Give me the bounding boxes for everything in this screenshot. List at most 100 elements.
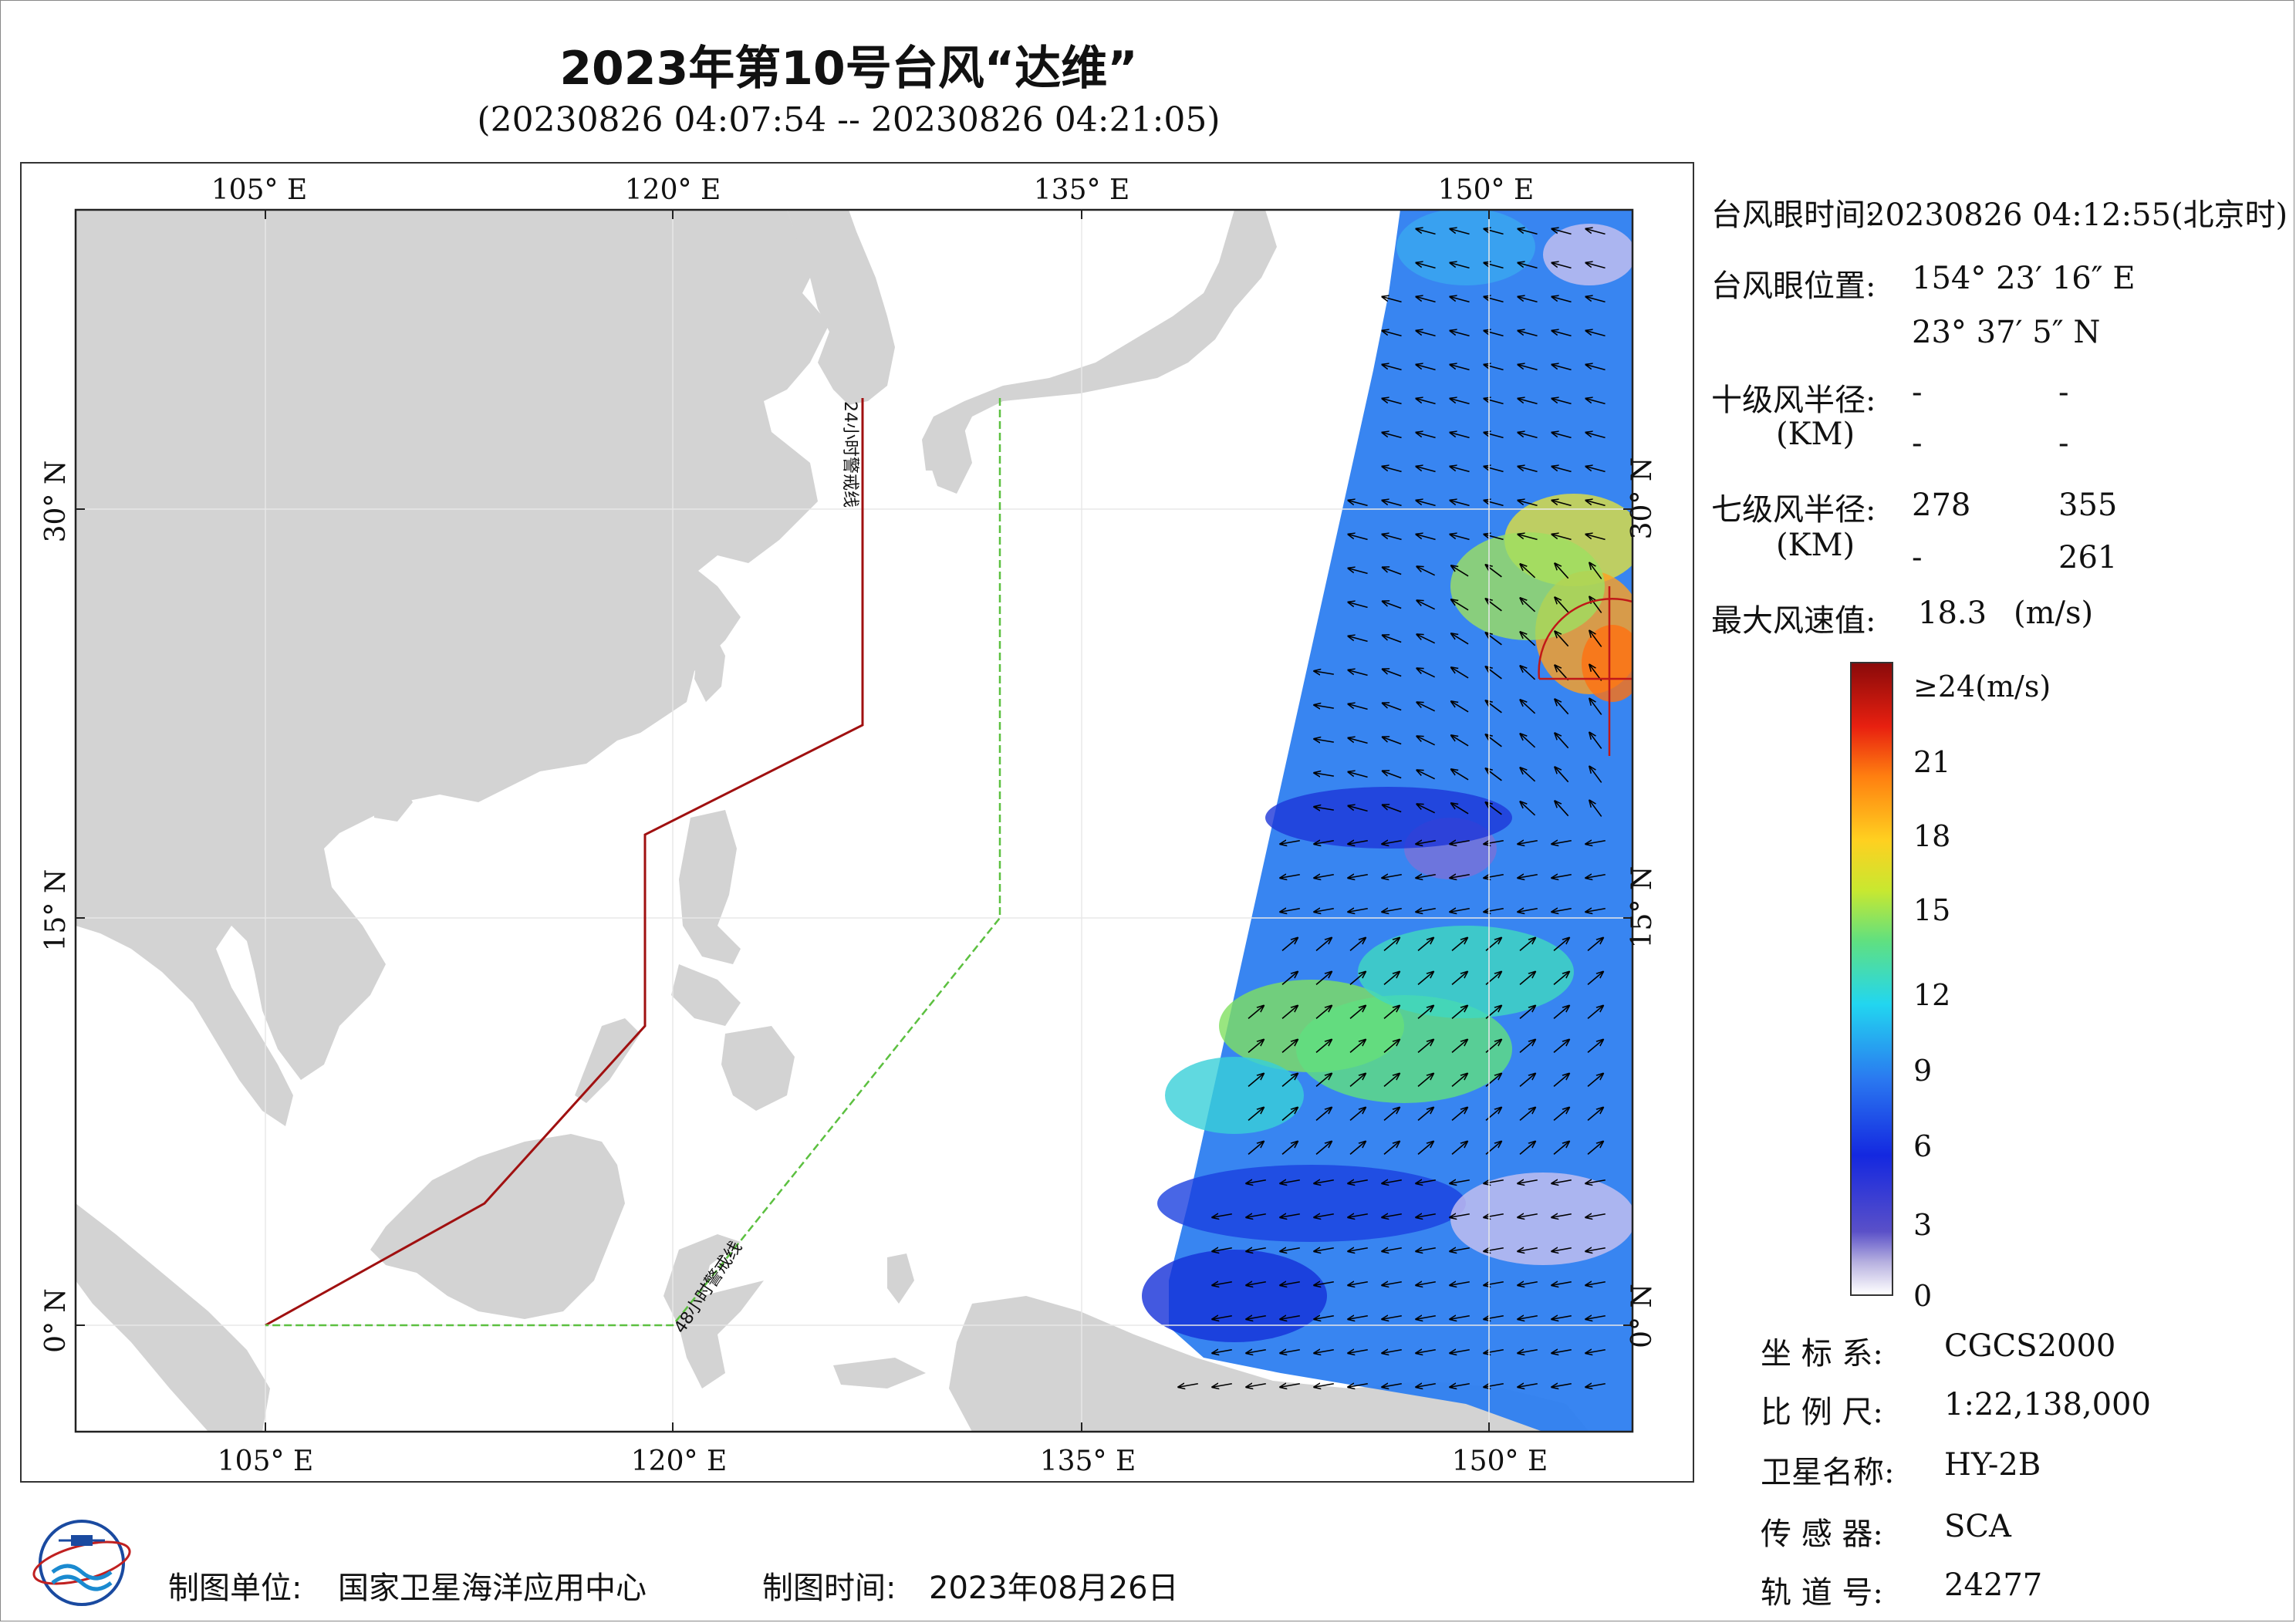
wind-arrow <box>1348 670 1368 677</box>
footer-time-label: 制图时间: <box>762 1571 896 1606</box>
map-border <box>74 208 1634 1433</box>
wind-arrow <box>1212 1350 1232 1354</box>
wind-arrow <box>1382 331 1402 337</box>
wind-arrow <box>1314 807 1334 810</box>
r7-value: 355 <box>2058 488 2118 523</box>
wind-arrow <box>1585 467 1606 473</box>
wind-arrow <box>1450 535 1470 541</box>
typhoon-wind-radius <box>1538 586 1633 756</box>
wind-arrow <box>1212 1316 1232 1320</box>
wind-arrow <box>1484 501 1504 507</box>
wind-arrow <box>1450 229 1470 235</box>
wind-arrow <box>1486 565 1502 578</box>
wind-arrow <box>1417 1006 1433 1019</box>
wind-arrow <box>1518 841 1538 845</box>
wind-arrow <box>1519 1006 1535 1019</box>
wind-arrow <box>1486 700 1502 714</box>
wind-speed-patch <box>1142 1250 1327 1342</box>
wind-arrow <box>1551 263 1572 269</box>
wind-arrow <box>1450 841 1470 845</box>
wind-arrow <box>1450 433 1470 439</box>
wind-arrow <box>1281 1040 1298 1053</box>
wind-arrow <box>1520 632 1536 646</box>
wind-arrow <box>1551 909 1572 913</box>
lon-labels-top: 105° E 120° E 135° E 150° E <box>211 174 1534 206</box>
wind-arrow <box>1451 803 1469 815</box>
wind-arrow <box>1486 802 1502 815</box>
wind-speed-patch <box>1157 1165 1466 1242</box>
wind-arrow <box>1451 735 1469 747</box>
wind-arrow <box>1518 399 1538 405</box>
wind-arrow <box>1383 1142 1400 1155</box>
wind-arrow <box>1553 1074 1569 1087</box>
wind-arrow <box>1518 229 1538 235</box>
wind-arrow <box>1520 666 1536 680</box>
wind-arrow <box>1587 972 1603 985</box>
wind-arrow <box>1553 1040 1569 1053</box>
wind-arrow <box>1551 1384 1572 1388</box>
wind-arrow <box>1212 1282 1232 1286</box>
wind-arrow <box>1451 633 1469 645</box>
lon-label: 135° E <box>1034 174 1129 206</box>
wind-arrow <box>1416 566 1436 576</box>
wind-arrow <box>1280 841 1300 845</box>
wind-arrow <box>1585 501 1606 507</box>
wind-arrow <box>1315 1040 1332 1053</box>
wind-arrow <box>1212 1248 1232 1252</box>
wind-arrow <box>1314 1214 1334 1218</box>
sensor-label: 传 感 器: <box>1761 1517 1883 1552</box>
wind-arrow <box>1520 801 1536 816</box>
wind-arrow <box>1589 631 1602 647</box>
r7-unit: (KM) <box>1776 528 1855 563</box>
wind-arrow <box>1486 734 1502 747</box>
wind-arrow <box>1382 297 1402 303</box>
r7-value: 278 <box>1912 488 1971 523</box>
wind-arrow <box>1585 1214 1606 1218</box>
wind-arrow <box>1178 1384 1198 1388</box>
wind-arrow <box>1589 597 1602 613</box>
colorbar-label: 21 <box>1913 745 1951 779</box>
ticks <box>76 210 1633 1432</box>
wind-arrow <box>1314 1316 1334 1320</box>
wind-arrow <box>1484 263 1504 269</box>
map-title: 2023年第10号台风“达维” <box>559 42 1138 96</box>
wind-arrow <box>1416 770 1436 780</box>
wind-speed-patch <box>1543 224 1633 285</box>
eye-pos-label: 台风眼位置: <box>1711 268 1876 304</box>
wind-arrow <box>1416 501 1436 507</box>
wind-arrow <box>1280 1384 1300 1388</box>
wind-arrow <box>1551 467 1572 473</box>
wind-arrow <box>1212 1384 1232 1388</box>
land-borneo <box>370 1134 625 1319</box>
wind-speed-patch <box>1582 625 1633 702</box>
wind-arrow <box>1280 1282 1300 1286</box>
wind-arrow <box>1555 801 1569 817</box>
wind-arrow <box>1349 1040 1366 1053</box>
wind-arrow <box>1484 467 1504 473</box>
wind-arrow <box>1518 297 1538 303</box>
wind-arrow <box>1518 1214 1538 1218</box>
wind-arrow <box>1314 773 1334 776</box>
wind-arrow <box>1484 875 1504 879</box>
wind-arrow <box>1486 768 1502 781</box>
wind-arrow <box>1555 665 1569 681</box>
wind-arrow <box>1585 909 1606 913</box>
wind-arrow <box>1280 1180 1300 1184</box>
sensor-value: SCA <box>1944 1509 2011 1544</box>
wind-arrow <box>1585 1350 1606 1354</box>
wind-arrow <box>1416 875 1436 879</box>
r10-value: - <box>1912 426 1923 461</box>
wind-arrow <box>1416 263 1436 269</box>
wind-arrow <box>1416 1316 1436 1320</box>
wind-arrow <box>1450 399 1470 405</box>
wind-arrow <box>1450 365 1470 371</box>
wind-arrow <box>1484 365 1504 371</box>
colorbar-label: 6 <box>1913 1129 1933 1163</box>
wind-arrow <box>1553 1142 1569 1155</box>
colorbar-label: ≥24(m/s) <box>1913 670 2051 704</box>
crs-value: CGCS2000 <box>1944 1328 2116 1364</box>
wind-arrow <box>1416 433 1436 439</box>
r10-value: - <box>2058 375 2069 410</box>
wind-arrow <box>1520 564 1536 579</box>
wind-arrow <box>1484 1316 1504 1320</box>
